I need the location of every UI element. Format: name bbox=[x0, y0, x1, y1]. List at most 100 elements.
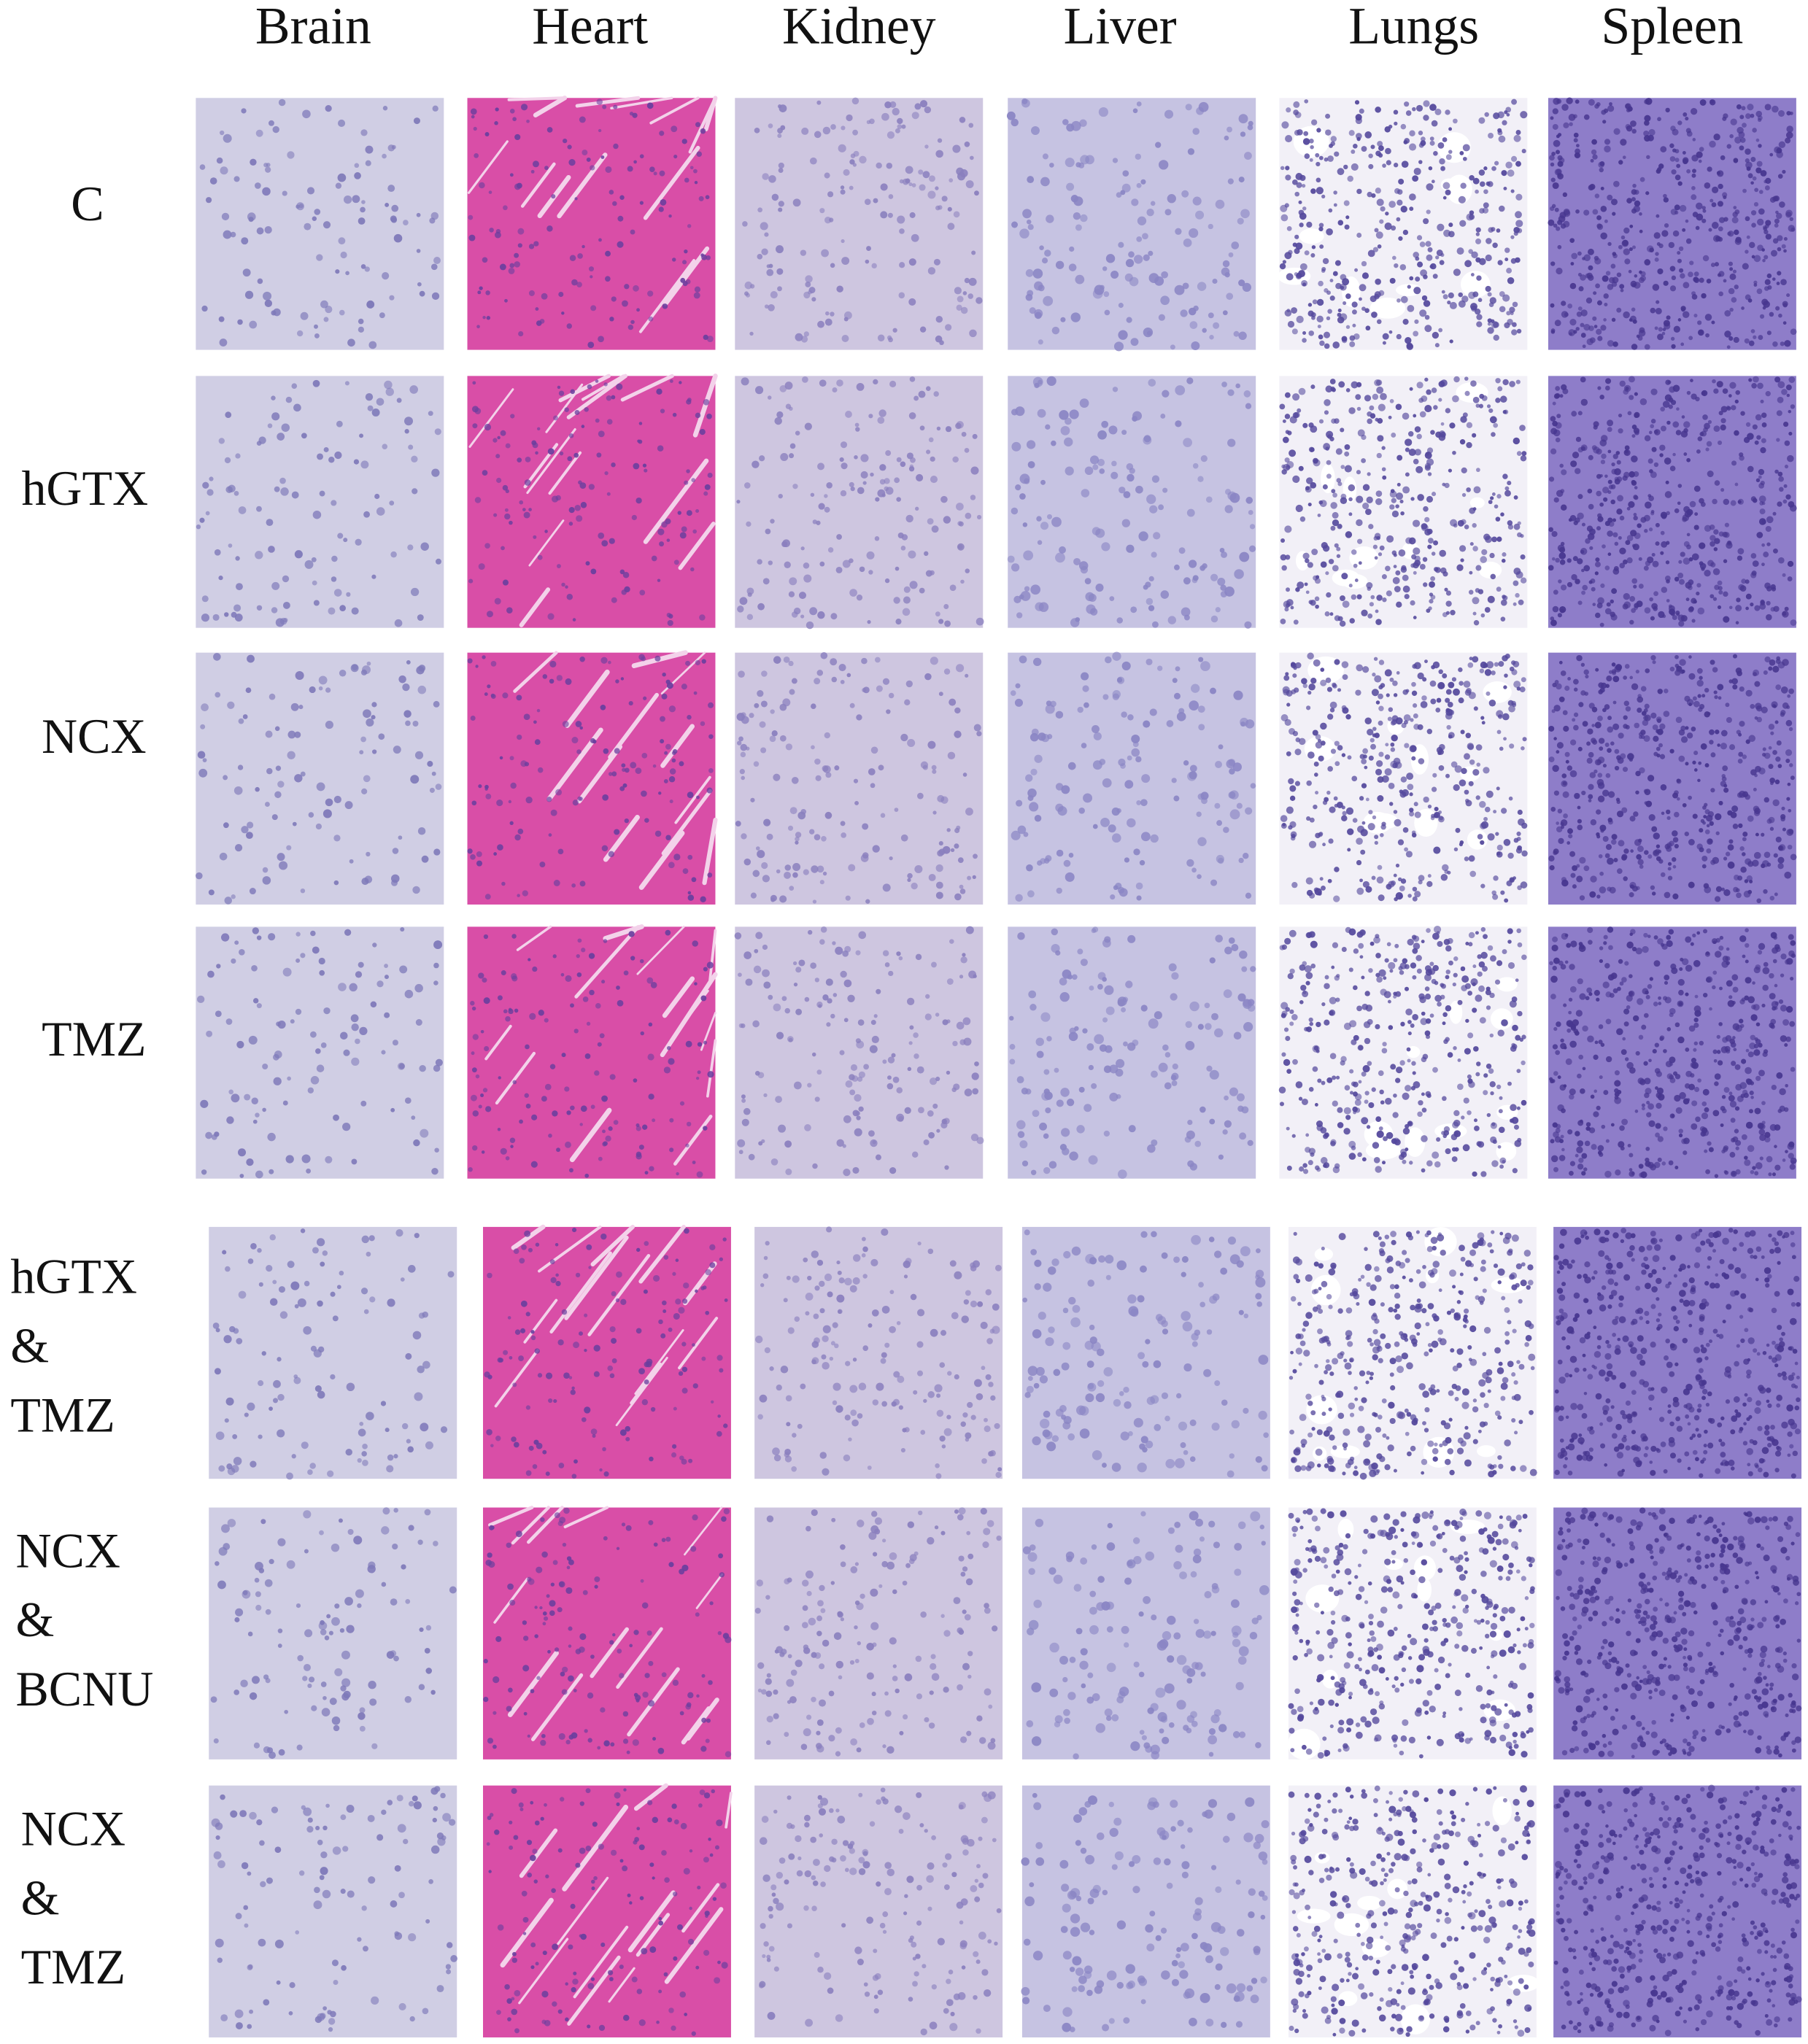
nucleus bbox=[1625, 123, 1631, 130]
nucleus bbox=[596, 452, 602, 458]
nucleus bbox=[619, 569, 625, 575]
nucleus bbox=[935, 611, 940, 617]
nucleus bbox=[1669, 156, 1676, 162]
nucleus bbox=[1316, 575, 1320, 579]
streak bbox=[660, 724, 695, 768]
nucleus bbox=[1750, 703, 1755, 709]
nucleus bbox=[1015, 484, 1021, 491]
nucleus bbox=[393, 746, 401, 754]
nucleus bbox=[1713, 388, 1719, 394]
nucleus bbox=[1306, 889, 1313, 897]
nucleus bbox=[1685, 219, 1689, 223]
nucleus bbox=[660, 409, 665, 414]
nucleus bbox=[467, 848, 473, 854]
nucleus bbox=[1491, 492, 1496, 496]
nucleus bbox=[866, 551, 875, 560]
nucleus bbox=[588, 953, 595, 959]
nucleus bbox=[623, 970, 629, 976]
nucleus bbox=[1299, 516, 1306, 522]
nucleus bbox=[785, 1168, 792, 1175]
nucleus bbox=[1723, 616, 1730, 623]
nucleus bbox=[256, 1003, 262, 1009]
nucleus bbox=[671, 125, 678, 133]
nucleus bbox=[1395, 717, 1403, 725]
nucleus bbox=[1344, 444, 1351, 450]
nucleus bbox=[209, 177, 217, 185]
nucleus bbox=[206, 489, 214, 496]
nucleus bbox=[761, 670, 768, 677]
nucleus bbox=[239, 948, 245, 956]
nucleus bbox=[218, 316, 225, 322]
nucleus bbox=[402, 683, 410, 692]
nucleus bbox=[1662, 400, 1670, 408]
nucleus bbox=[1329, 612, 1334, 616]
nucleus bbox=[279, 861, 288, 870]
nucleus bbox=[291, 383, 298, 389]
nucleus bbox=[1308, 683, 1316, 691]
nucleus bbox=[1753, 202, 1759, 207]
nucleus bbox=[1764, 656, 1771, 663]
nucleus bbox=[1364, 308, 1369, 314]
nucleus bbox=[1285, 430, 1290, 434]
nucleus bbox=[1629, 619, 1634, 625]
nucleus bbox=[579, 657, 585, 662]
nucleus bbox=[1589, 184, 1596, 190]
nucleus bbox=[474, 152, 479, 158]
nucleus bbox=[484, 894, 491, 900]
nucleus bbox=[1378, 693, 1383, 700]
nucleus bbox=[517, 734, 522, 740]
nucleus bbox=[619, 786, 625, 791]
nucleus bbox=[1426, 389, 1432, 395]
nucleus bbox=[1337, 688, 1342, 692]
nucleus bbox=[784, 864, 792, 871]
nucleus bbox=[919, 326, 927, 333]
nucleus bbox=[1605, 378, 1612, 384]
nucleus bbox=[1478, 169, 1486, 176]
nucleus bbox=[848, 864, 856, 872]
nucleus bbox=[1367, 418, 1373, 425]
nucleus bbox=[689, 166, 694, 170]
nucleus bbox=[1509, 381, 1515, 387]
nucleus bbox=[1364, 131, 1372, 139]
nucleus bbox=[1777, 271, 1782, 276]
nucleus bbox=[1407, 783, 1414, 791]
nucleus bbox=[1422, 557, 1428, 562]
nucleus bbox=[247, 654, 255, 663]
nucleus bbox=[1591, 724, 1595, 727]
nucleus bbox=[1548, 756, 1555, 762]
nucleus bbox=[1318, 280, 1324, 287]
nucleus bbox=[1226, 293, 1234, 301]
nucleus bbox=[368, 341, 377, 349]
nucleus bbox=[1100, 817, 1110, 827]
nucleus bbox=[1590, 578, 1596, 584]
nucleus bbox=[1622, 767, 1629, 773]
nucleus bbox=[1394, 187, 1400, 194]
nucleus bbox=[1561, 879, 1569, 887]
nucleus bbox=[1497, 386, 1503, 392]
nucleus bbox=[312, 216, 317, 222]
nucleus bbox=[1434, 806, 1439, 812]
nucleus bbox=[1481, 721, 1486, 725]
nucleus bbox=[1297, 408, 1302, 413]
nucleus bbox=[312, 946, 320, 954]
nucleus bbox=[309, 1031, 317, 1038]
nucleus bbox=[561, 1053, 566, 1058]
nucleus bbox=[1470, 380, 1477, 387]
nucleus bbox=[1379, 219, 1384, 224]
row-label: TMZ bbox=[10, 1387, 115, 1442]
nucleus bbox=[246, 1158, 254, 1166]
nucleus bbox=[1360, 849, 1366, 855]
nucleus bbox=[501, 881, 506, 886]
nucleus bbox=[1522, 737, 1527, 742]
nucleus bbox=[1478, 117, 1486, 124]
nucleus bbox=[549, 1064, 556, 1069]
nucleus bbox=[508, 268, 515, 274]
nucleus bbox=[1790, 619, 1797, 626]
nucleus bbox=[605, 166, 612, 174]
nucleus bbox=[1631, 480, 1637, 486]
nucleus bbox=[935, 335, 943, 343]
nucleus bbox=[1391, 225, 1396, 231]
nucleus bbox=[1324, 410, 1329, 415]
nucleus bbox=[1081, 743, 1087, 748]
nucleus bbox=[350, 1014, 359, 1023]
